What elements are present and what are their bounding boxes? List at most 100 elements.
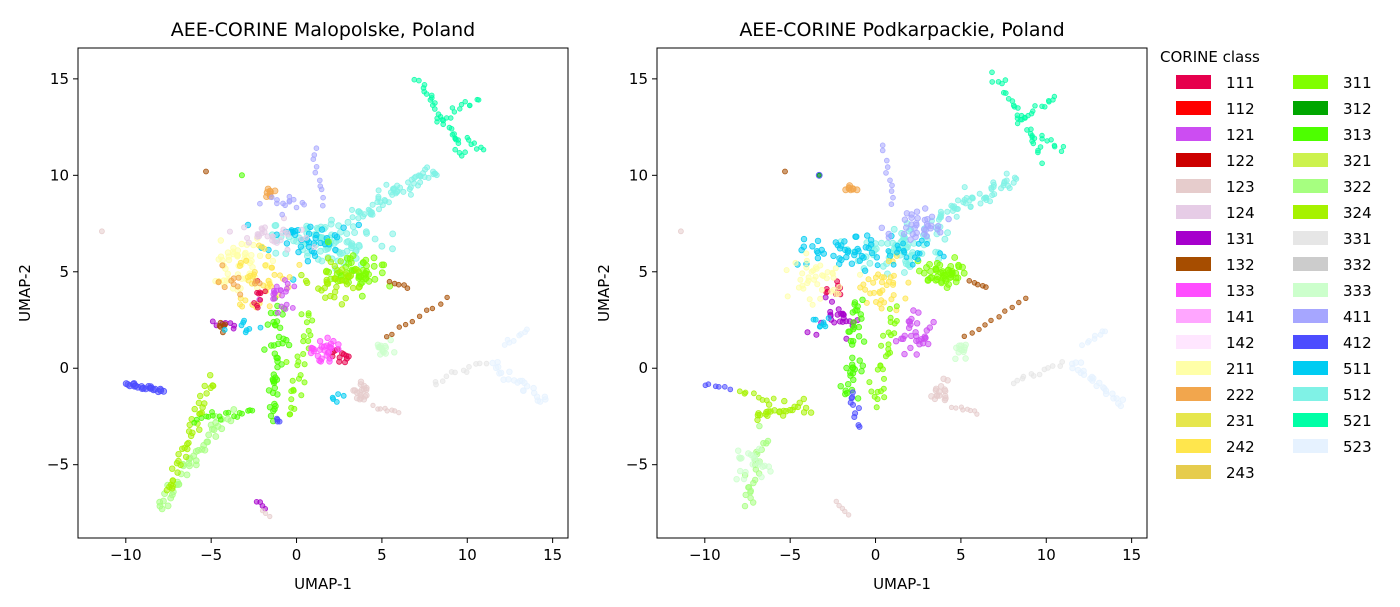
legend-label: 512 (1343, 386, 1372, 404)
data-point-331 (432, 378, 439, 385)
legend-swatch (1293, 309, 1328, 323)
data-point-131 (834, 311, 841, 318)
data-point-523 (504, 336, 511, 343)
data-point-242 (268, 264, 275, 271)
data-point-311 (349, 252, 357, 260)
data-point-512 (977, 200, 984, 207)
data-point-333 (751, 454, 759, 461)
data-point-512 (343, 247, 351, 255)
data-point-211 (824, 269, 831, 276)
data-point-121 (282, 288, 289, 295)
legend-label: 412 (1343, 334, 1372, 352)
data-point-512 (890, 225, 898, 233)
data-point-313 (269, 389, 277, 396)
data-point-331 (443, 373, 450, 380)
data-point-121 (919, 340, 927, 347)
data-point-512 (361, 211, 368, 218)
data-point-512 (983, 194, 990, 201)
data-point-324 (764, 412, 771, 419)
legend-label: 131 (1226, 230, 1255, 248)
data-point-123 (357, 378, 365, 385)
data-point-124 (226, 228, 233, 235)
legend-label: 521 (1343, 412, 1372, 430)
data-point-512 (941, 235, 949, 243)
data-point-512 (394, 182, 401, 189)
legend-item-512: 512 (1293, 386, 1372, 404)
legend-label: 132 (1226, 256, 1255, 274)
data-point-211 (797, 276, 804, 283)
data-point-521 (455, 137, 461, 143)
data-point-324 (338, 266, 346, 273)
legend-swatch (1293, 205, 1328, 219)
data-point-324 (324, 280, 332, 287)
data-point-511 (909, 261, 916, 268)
data-point-123 (960, 407, 966, 413)
data-point-511 (332, 246, 339, 254)
data-point-121 (270, 287, 277, 294)
data-point-331 (1020, 373, 1027, 380)
y-tick-label: −5 (47, 456, 69, 474)
data-point-324 (800, 409, 808, 416)
data-point-412 (721, 383, 728, 390)
data-point-324 (796, 399, 803, 406)
data-point-111 (336, 354, 343, 361)
data-point-313 (845, 381, 852, 388)
legend-item-311: 311 (1293, 74, 1372, 92)
legend-swatch (1293, 231, 1328, 245)
data-point-121 (289, 304, 296, 311)
data-point-133 (326, 358, 333, 365)
data-point-512 (393, 189, 400, 196)
data-point-211 (269, 257, 277, 265)
data-point-411 (887, 177, 893, 184)
data-point-311 (298, 311, 305, 318)
legend-item-523: 523 (1293, 438, 1372, 456)
data-point-121 (274, 309, 281, 316)
data-point-123 (842, 508, 848, 515)
data-point-211 (217, 237, 224, 244)
data-point-324 (349, 284, 357, 292)
data-point-311 (937, 269, 945, 276)
data-point-324 (776, 408, 783, 415)
y-tick-label: 5 (59, 263, 69, 281)
data-point-123 (678, 228, 684, 235)
legend-label: 313 (1343, 126, 1372, 144)
data-point-521 (476, 97, 482, 103)
data-point-132 (1009, 304, 1015, 311)
y-axis-label: UMAP-2 (16, 264, 34, 322)
data-point-311 (358, 278, 366, 286)
data-point-242 (902, 295, 909, 302)
data-point-211 (784, 293, 791, 300)
data-point-521 (989, 79, 995, 85)
data-point-124 (311, 244, 318, 251)
data-point-121 (278, 303, 285, 310)
data-point-311 (300, 333, 307, 340)
data-point-131 (209, 318, 216, 325)
data-point-333 (733, 476, 740, 483)
data-point-124 (303, 234, 310, 241)
data-point-132 (982, 322, 988, 328)
data-point-222 (267, 188, 274, 196)
data-point-242 (262, 262, 269, 269)
data-point-124 (269, 233, 276, 240)
data-point-322 (750, 499, 757, 506)
data-point-511 (830, 252, 837, 260)
data-point-324 (353, 266, 361, 273)
data-point-222 (219, 262, 226, 269)
data-point-123 (267, 513, 273, 520)
data-point-511 (900, 240, 906, 247)
y-tick-label: −5 (626, 456, 648, 474)
legend-item-222: 222 (1176, 386, 1255, 404)
data-point-211 (803, 250, 810, 257)
data-point-512 (389, 230, 397, 238)
data-point-242 (905, 279, 912, 286)
data-point-121 (913, 337, 920, 345)
data-point-411 (316, 177, 323, 184)
legend-swatch (1176, 361, 1211, 375)
data-point-242 (286, 274, 293, 281)
data-point-124 (241, 224, 248, 231)
legend-swatch (1293, 101, 1328, 115)
data-point-331 (1059, 359, 1065, 365)
data-point-512 (383, 181, 390, 188)
x-axis-label: UMAP-1 (294, 575, 352, 593)
data-point-121 (892, 338, 900, 345)
